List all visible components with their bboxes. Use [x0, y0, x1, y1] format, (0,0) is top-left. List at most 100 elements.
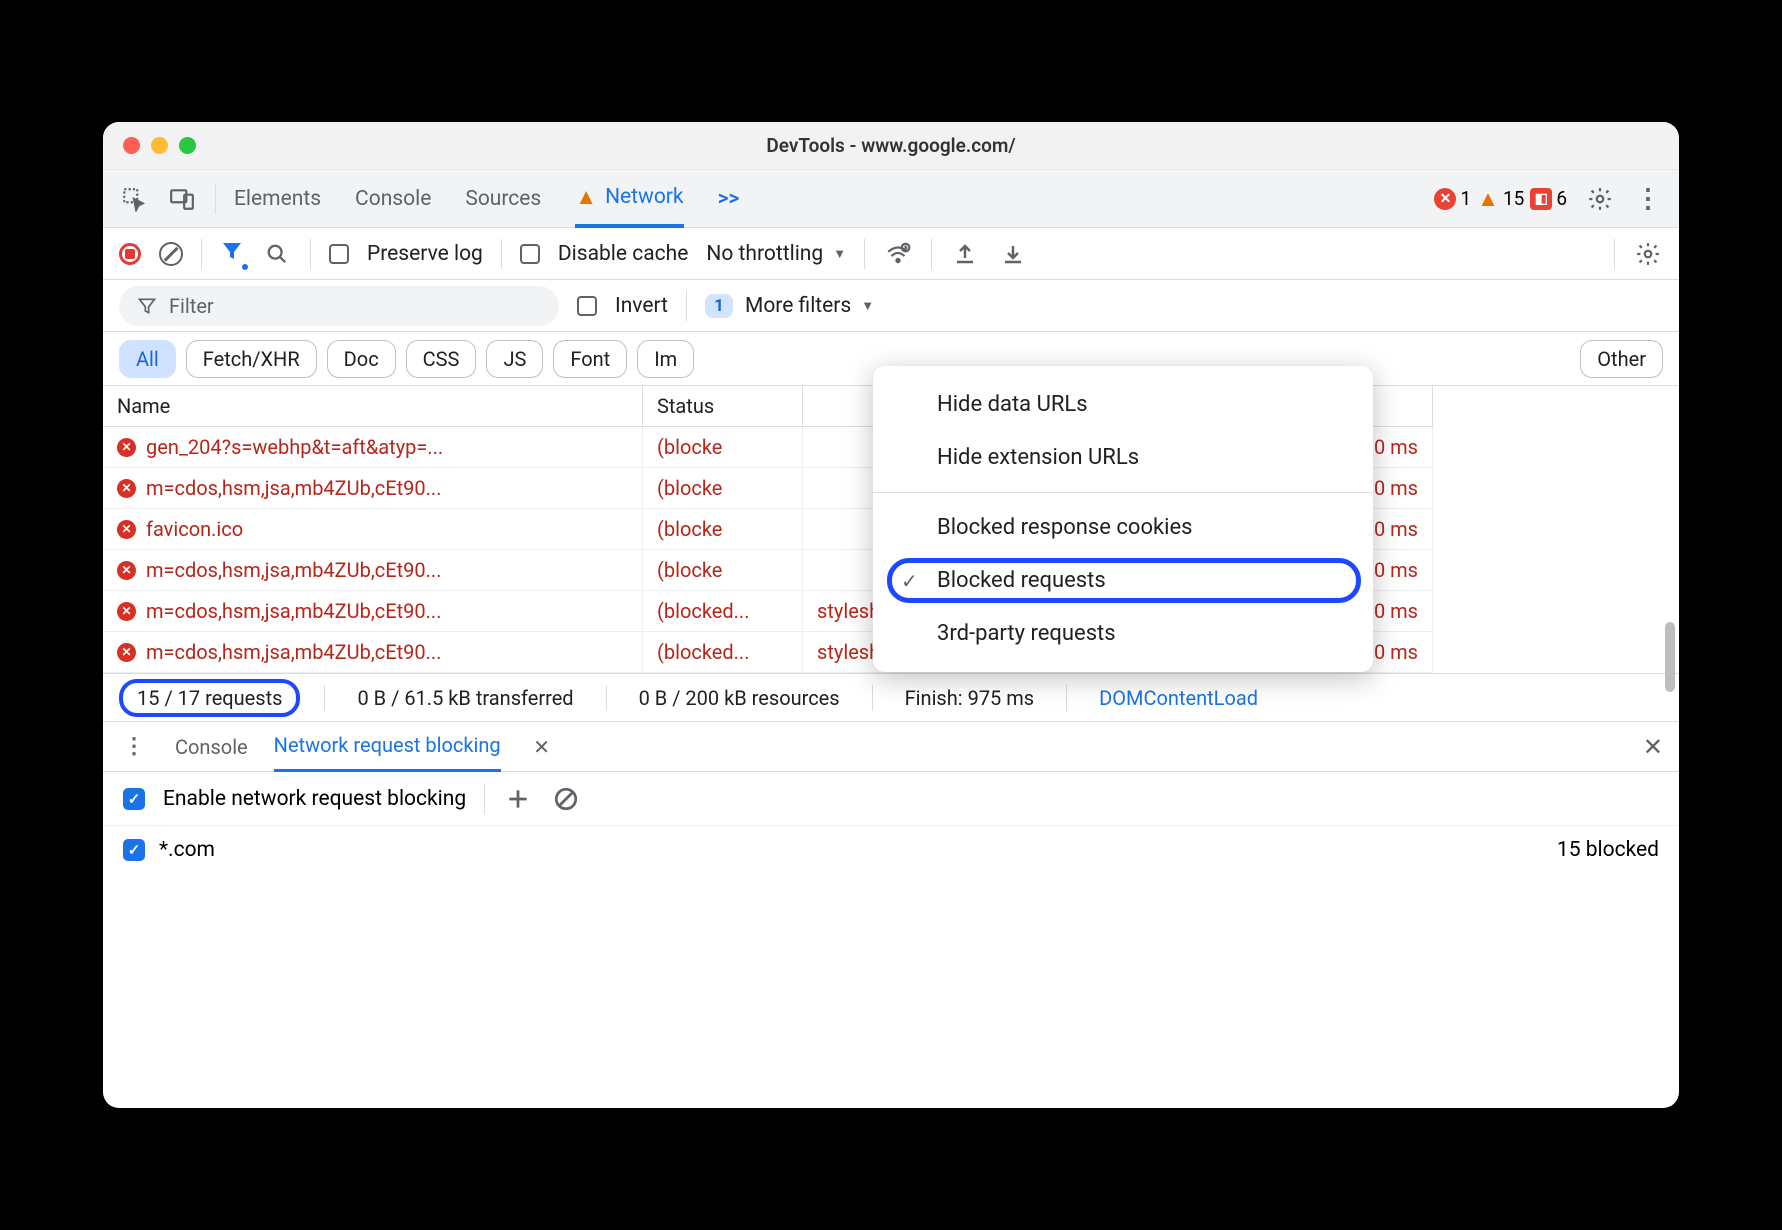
inspect-element-icon[interactable] — [119, 184, 149, 214]
divider — [215, 184, 216, 214]
close-drawer-tab-icon[interactable]: ✕ — [527, 732, 557, 762]
device-toolbar-icon[interactable] — [167, 184, 197, 214]
pattern-blocked-count: 15 blocked — [1557, 838, 1659, 862]
status-bar: 15 / 17 requests 0 B / 61.5 kB transferr… — [103, 673, 1679, 721]
issues-count[interactable]: ◧6 — [1530, 187, 1567, 210]
pill-other[interactable]: Other — [1580, 340, 1663, 378]
blocked-icon: ✕ — [117, 561, 136, 580]
filter-icon[interactable] — [220, 239, 244, 268]
divider — [201, 239, 202, 269]
divider — [484, 784, 485, 814]
error-count[interactable]: ✕1 — [1434, 187, 1471, 210]
col-status[interactable]: Status — [643, 386, 803, 427]
remove-all-patterns-icon[interactable] — [551, 784, 581, 814]
dd-hide-data-urls[interactable]: Hide data URLs — [873, 378, 1373, 431]
drawer-more-icon[interactable]: ⋮ — [119, 732, 149, 762]
divider — [501, 239, 502, 269]
blocked-icon: ✕ — [117, 643, 136, 662]
disable-cache-checkbox[interactable] — [520, 244, 540, 264]
warning-icon: ▲ — [1477, 186, 1499, 212]
filter-placeholder: Filter — [169, 294, 214, 318]
issues-icon: ◧ — [1530, 188, 1552, 210]
filter-bar: Filter Invert 1 More filters — [103, 280, 1679, 332]
blocked-icon: ✕ — [117, 479, 136, 498]
table-row[interactable]: ✕m=cdos,hsm,jsa,mb4ZUb,cEt90... — [103, 632, 643, 673]
blocked-icon: ✕ — [117, 438, 136, 457]
pill-img[interactable]: Im — [637, 340, 694, 378]
requests-count: 15 / 17 requests — [119, 679, 300, 717]
dd-blocked-cookies[interactable]: Blocked response cookies — [873, 501, 1373, 554]
table-row[interactable]: ✕m=cdos,hsm,jsa,mb4ZUb,cEt90... — [103, 550, 643, 591]
add-pattern-icon[interactable] — [503, 784, 533, 814]
more-filters-button[interactable]: 1 More filters — [705, 294, 874, 318]
tab-sources[interactable]: Sources — [465, 173, 541, 225]
divider — [1614, 239, 1615, 269]
invert-checkbox[interactable] — [577, 296, 597, 316]
preserve-log-checkbox[interactable] — [329, 244, 349, 264]
pattern-text: *.com — [159, 838, 215, 862]
pill-all[interactable]: All — [119, 340, 176, 378]
blocking-toolbar: ✓ Enable network request blocking — [103, 771, 1679, 825]
pattern-checkbox[interactable]: ✓ — [123, 839, 145, 861]
enable-blocking-label: Enable network request blocking — [163, 787, 466, 811]
enable-blocking-checkbox[interactable]: ✓ — [123, 788, 145, 810]
invert-label: Invert — [615, 294, 668, 318]
table-row[interactable]: ✕m=cdos,hsm,jsa,mb4ZUb,cEt90... — [103, 591, 643, 632]
devtools-tabbar: Elements Console Sources ▲ Network >> ✕1… — [103, 170, 1679, 228]
disable-cache-label: Disable cache — [558, 242, 689, 266]
dropdown-separator — [873, 492, 1373, 493]
tab-elements[interactable]: Elements — [234, 173, 321, 225]
titlebar: DevTools - www.google.com/ — [103, 122, 1679, 170]
record-button[interactable] — [119, 243, 141, 265]
dd-blocked-requests[interactable]: Blocked requests — [873, 554, 1373, 607]
import-har-icon[interactable] — [998, 239, 1028, 269]
devtools-window: DevTools - www.google.com/ Elements Cons… — [103, 122, 1679, 1108]
dd-hide-extension-urls[interactable]: Hide extension URLs — [873, 431, 1373, 484]
more-icon[interactable]: ⋮ — [1633, 184, 1663, 214]
scrollbar-thumb[interactable] — [1665, 622, 1675, 692]
pill-css[interactable]: CSS — [406, 340, 477, 378]
drawer-tab-blocking[interactable]: Network request blocking — [274, 733, 501, 772]
close-drawer-icon[interactable]: ✕ — [1643, 733, 1663, 761]
drawer-tabbar: ⋮ Console Network request blocking ✕ ✕ — [103, 721, 1679, 771]
tabs-overflow[interactable]: >> — [718, 173, 740, 225]
more-filters-dropdown: Hide data URLs Hide extension URLs Block… — [873, 366, 1373, 672]
error-icon: ✕ — [1434, 188, 1456, 210]
pill-font[interactable]: Font — [553, 340, 627, 378]
tab-console[interactable]: Console — [355, 173, 431, 225]
tab-network-label: Network — [605, 185, 684, 209]
tab-network[interactable]: ▲ Network — [575, 170, 683, 228]
clear-button[interactable] — [159, 242, 183, 266]
resources-size: 0 B / 200 kB resources — [631, 686, 848, 710]
network-conditions-icon[interactable] — [883, 239, 913, 269]
blocked-icon: ✕ — [117, 520, 136, 539]
cell-status: (blocke — [643, 427, 803, 468]
pill-js[interactable]: JS — [486, 340, 543, 378]
filter-input[interactable]: Filter — [119, 286, 559, 326]
tab-indicators: ✕1 ▲15 ◧6 — [1434, 186, 1567, 212]
col-name[interactable]: Name — [103, 386, 643, 427]
table-row[interactable]: ✕gen_204?s=webhp&t=aft&atyp=... — [103, 427, 643, 468]
warning-icon: ▲ — [575, 184, 597, 210]
dd-3rd-party[interactable]: 3rd-party requests — [873, 607, 1373, 660]
search-icon[interactable] — [262, 239, 292, 269]
network-toolbar: Preserve log Disable cache No throttling — [103, 228, 1679, 280]
blocking-pattern-row[interactable]: ✓ *.com 15 blocked — [103, 825, 1679, 874]
filters-count-badge: 1 — [705, 294, 733, 318]
window-title: DevTools - www.google.com/ — [766, 134, 1015, 157]
network-settings-icon[interactable] — [1633, 239, 1663, 269]
settings-icon[interactable] — [1585, 184, 1615, 214]
export-har-icon[interactable] — [950, 239, 980, 269]
throttling-select[interactable]: No throttling — [706, 242, 846, 266]
minimize-window-button[interactable] — [151, 137, 168, 154]
maximize-window-button[interactable] — [179, 137, 196, 154]
divider — [931, 239, 932, 269]
pill-doc[interactable]: Doc — [327, 340, 396, 378]
table-row[interactable]: ✕favicon.ico — [103, 509, 643, 550]
close-window-button[interactable] — [123, 137, 140, 154]
warning-count[interactable]: ▲15 — [1477, 186, 1524, 212]
traffic-lights — [123, 137, 196, 154]
drawer-tab-console[interactable]: Console — [175, 735, 248, 759]
table-row[interactable]: ✕m=cdos,hsm,jsa,mb4ZUb,cEt90... — [103, 468, 643, 509]
pill-fetch-xhr[interactable]: Fetch/XHR — [186, 340, 317, 378]
